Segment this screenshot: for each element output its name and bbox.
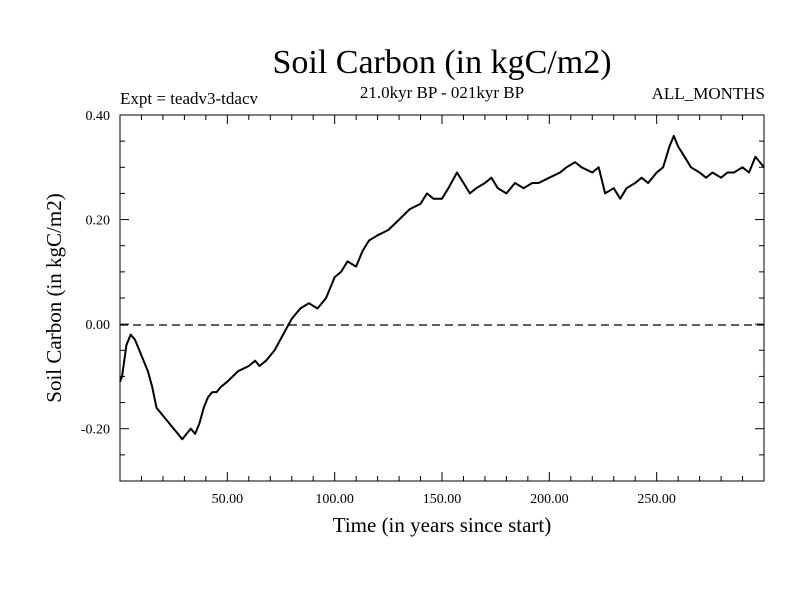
y-tick-label: 0.20: [86, 214, 111, 229]
months-label: ALL_MONTHS: [652, 84, 765, 103]
y-tick-label: 0.40: [86, 109, 111, 124]
x-tick-label: 200.00: [530, 492, 569, 507]
x-tick-labels: 50.00 100.00 150.00 200.00 250.00: [212, 492, 676, 507]
y-tick-label: -0.20: [81, 423, 110, 438]
y-tick-label: 0.00: [86, 318, 111, 333]
experiment-label: Expt = teadv3-tdacv: [120, 89, 258, 108]
chart-subtitle: 21.0kyr BP - 021kyr BP: [360, 83, 524, 102]
x-axis-label: Time (in years since start): [333, 513, 552, 537]
y-tick-labels: -0.20 0.00 0.20 0.40: [81, 109, 110, 438]
x-tick-label: 150.00: [423, 492, 462, 507]
plot-frame: [119, 114, 765, 482]
y-axis-label: Soil Carbon (in kgC/m2): [42, 193, 66, 402]
chart-title: Soil Carbon (in kgC/m2): [272, 44, 611, 81]
axis-ticks: [120, 115, 764, 481]
x-tick-label: 100.00: [315, 492, 354, 507]
x-tick-label: 50.00: [212, 492, 244, 507]
x-tick-label: 250.00: [637, 492, 676, 507]
soil-carbon-series-line: [119, 134, 765, 441]
